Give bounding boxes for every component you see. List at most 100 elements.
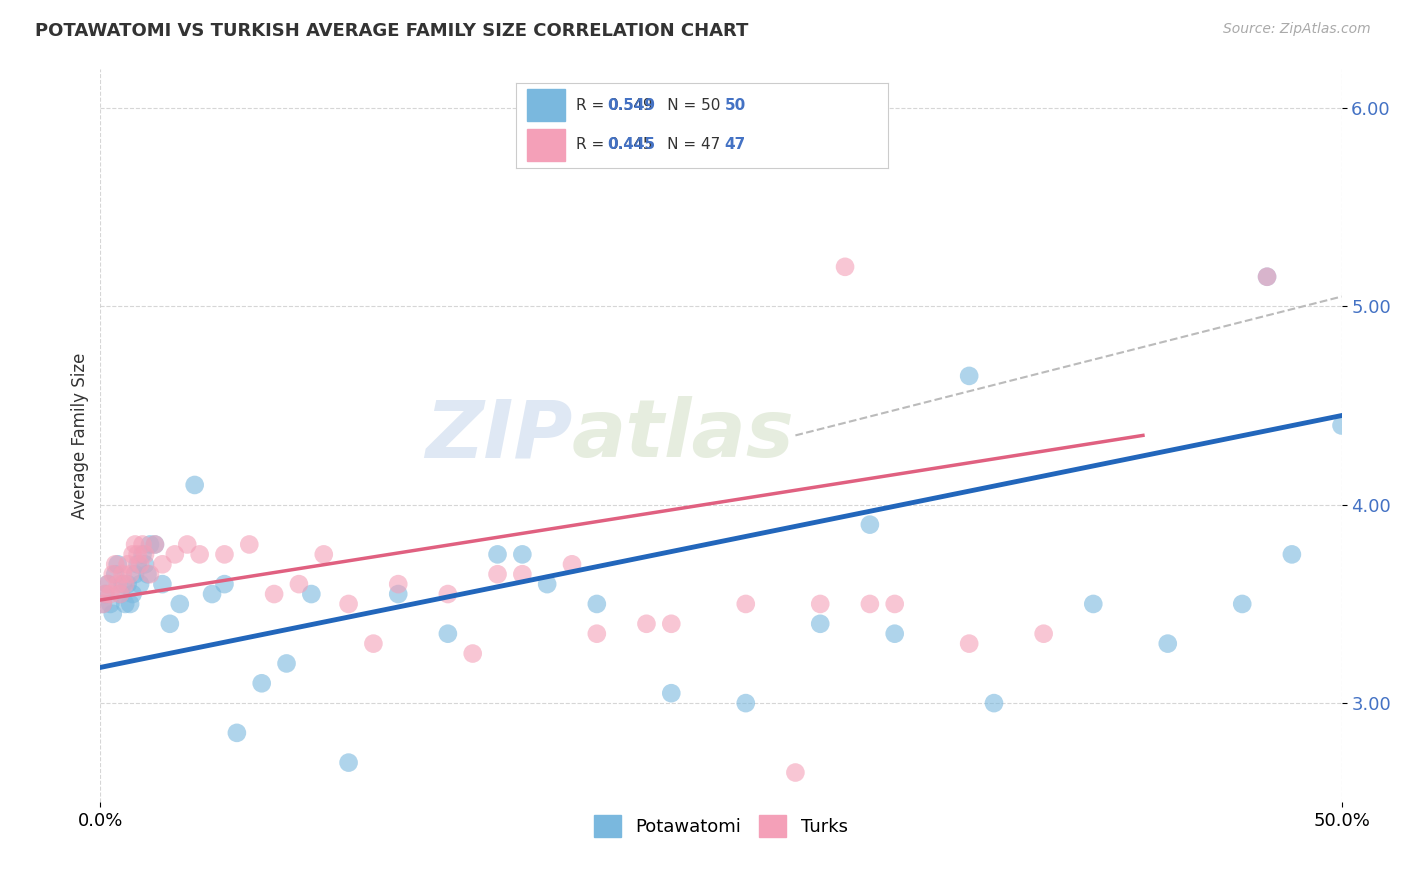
Point [104, 558, 127, 572]
Point [139, 537, 162, 551]
Point [437, 587, 460, 601]
Point [214, 548, 236, 562]
Point [98, 597, 121, 611]
Point [486, 567, 509, 582]
Point [111, 577, 134, 591]
Point [143, 537, 166, 551]
Point [859, 517, 882, 532]
Point [108, 587, 131, 601]
Point [734, 696, 756, 710]
Point [1256, 269, 1278, 284]
Point [169, 597, 191, 611]
Point [107, 577, 129, 591]
Point [163, 548, 186, 562]
Point [486, 548, 509, 562]
Point [152, 577, 174, 591]
Point [114, 577, 136, 591]
Point [337, 597, 360, 611]
Point [288, 577, 311, 591]
Point [1232, 597, 1254, 611]
Point [121, 548, 143, 562]
Point [299, 587, 322, 601]
Point [636, 616, 658, 631]
Point [94, 587, 117, 601]
Text: ZIP: ZIP [425, 396, 572, 475]
Y-axis label: Average Family Size: Average Family Size [72, 352, 89, 518]
Point [512, 548, 534, 562]
Point [127, 558, 149, 572]
Point [143, 537, 166, 551]
Point [183, 478, 205, 492]
Point [134, 558, 156, 572]
Point [585, 597, 607, 611]
Point [129, 577, 152, 591]
Point [659, 686, 682, 700]
Point [159, 616, 181, 631]
Legend: Potawatomi, Turks: Potawatomi, Turks [586, 808, 855, 845]
Point [136, 567, 159, 582]
Point [263, 587, 285, 601]
Point [659, 616, 682, 631]
Point [124, 537, 146, 551]
Point [120, 567, 142, 582]
Point [124, 567, 146, 582]
Point [131, 537, 153, 551]
Point [238, 537, 260, 551]
Point [957, 637, 980, 651]
Point [834, 260, 856, 274]
Point [1330, 418, 1353, 433]
Point [387, 587, 409, 601]
Point [117, 577, 139, 591]
Point [883, 597, 905, 611]
Point [1256, 269, 1278, 284]
Point [785, 765, 807, 780]
Text: POTAWATOMI VS TURKISH AVERAGE FAMILY SIZE CORRELATION CHART: POTAWATOMI VS TURKISH AVERAGE FAMILY SIZ… [35, 22, 748, 40]
Point [104, 567, 127, 582]
Point [387, 577, 409, 591]
Point [101, 607, 124, 621]
Point [561, 558, 583, 572]
Point [983, 696, 1005, 710]
Point [536, 577, 558, 591]
Point [188, 548, 211, 562]
Point [512, 567, 534, 582]
Point [176, 537, 198, 551]
Point [225, 726, 247, 740]
Point [957, 368, 980, 383]
Point [1083, 597, 1105, 611]
Point [131, 548, 153, 562]
Point [97, 577, 120, 591]
Point [134, 548, 156, 562]
Point [121, 587, 143, 601]
Point [97, 577, 120, 591]
Point [461, 647, 484, 661]
Point [91, 597, 114, 611]
Point [107, 558, 129, 572]
Point [114, 597, 136, 611]
Point [883, 626, 905, 640]
Point [585, 626, 607, 640]
Point [1281, 548, 1303, 562]
Point [129, 558, 152, 572]
Point [91, 597, 114, 611]
Point [250, 676, 273, 690]
Point [127, 548, 149, 562]
Point [276, 657, 298, 671]
Point [312, 548, 335, 562]
Point [120, 597, 142, 611]
Text: atlas: atlas [572, 396, 794, 475]
Point [152, 558, 174, 572]
Point [808, 597, 831, 611]
Point [111, 567, 134, 582]
Point [859, 597, 882, 611]
Point [1157, 637, 1180, 651]
Point [1032, 626, 1054, 640]
Point [214, 577, 236, 591]
Point [108, 587, 131, 601]
Point [437, 626, 460, 640]
Point [808, 616, 831, 631]
Point [201, 587, 224, 601]
Point [98, 587, 121, 601]
Point [337, 756, 360, 770]
Point [101, 567, 124, 582]
